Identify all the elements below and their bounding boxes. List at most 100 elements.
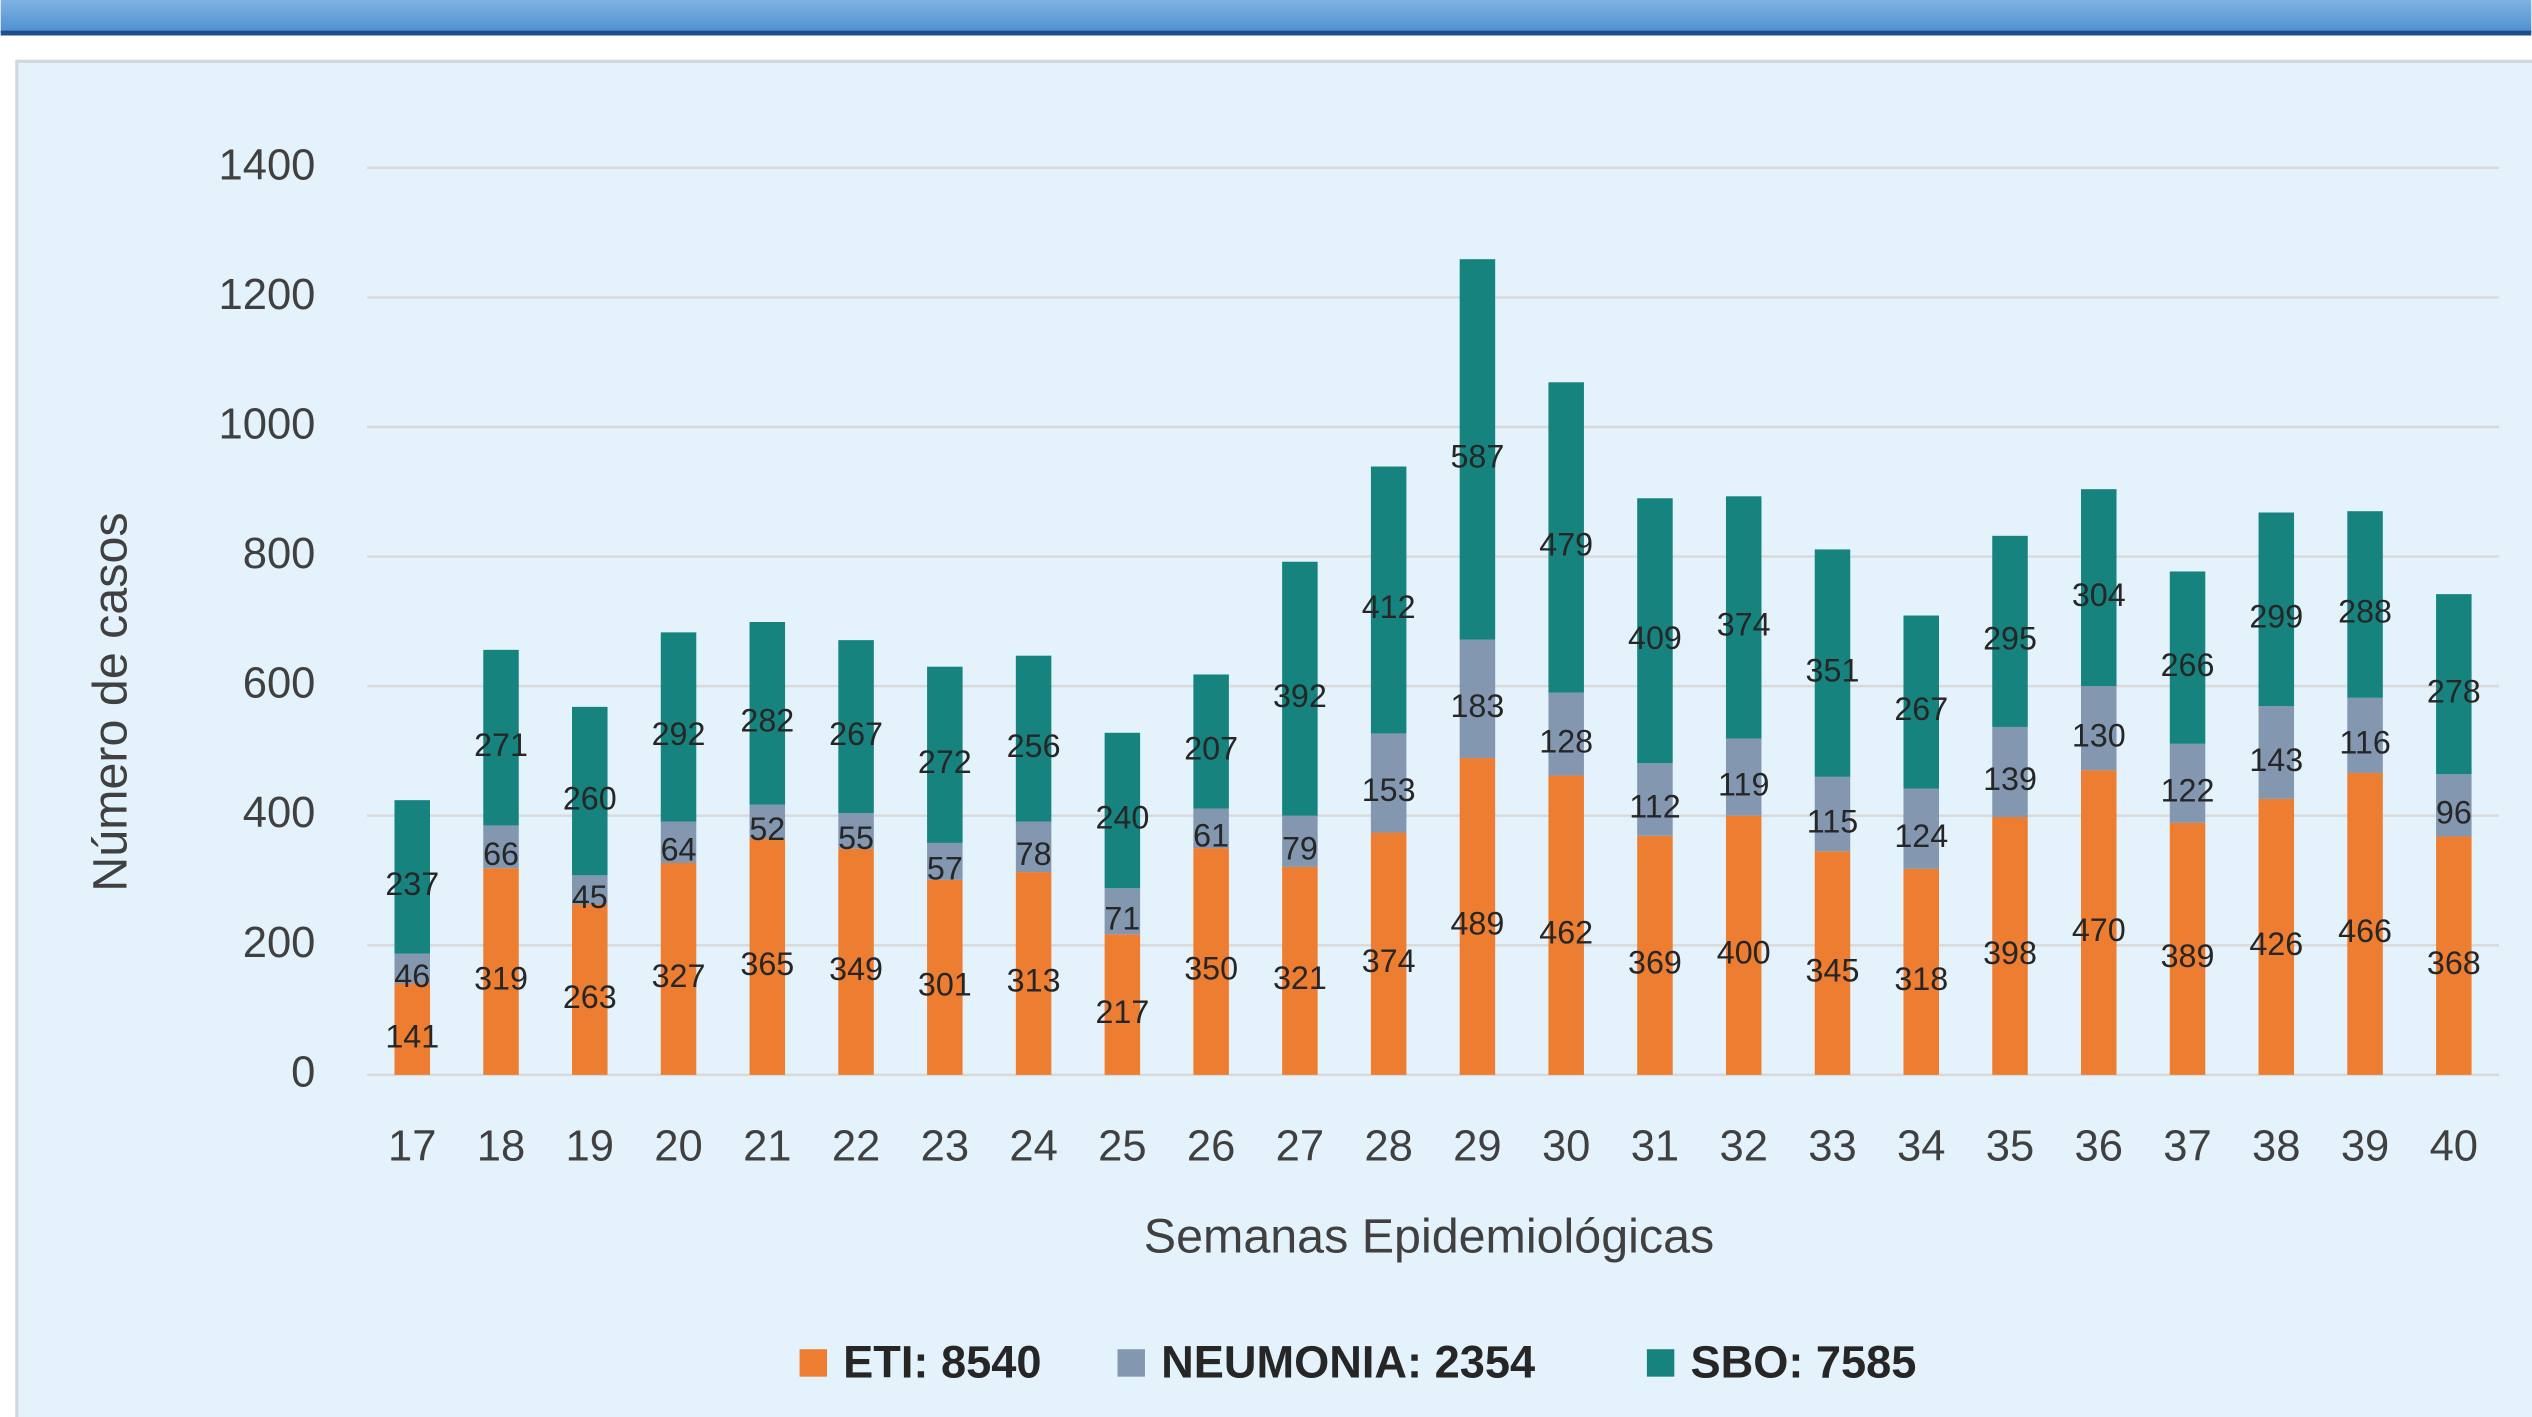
bar-segment [2436,774,2472,837]
data-label: 301 [918,967,972,1003]
data-label: 489 [1450,906,1504,942]
x-tick-label: 24 [1009,1123,1057,1171]
top-bar-border [0,30,2532,36]
bar-segment [1903,868,1939,1075]
data-label: 45 [572,879,608,915]
legend-swatch [1646,1349,1675,1377]
data-label: 426 [2249,926,2303,962]
data-label: 351 [1806,652,1860,688]
data-label: 299 [2249,599,2303,635]
bar-segment [1637,835,1673,1075]
bar-segment [2347,697,2383,773]
data-label: 278 [2427,673,2481,709]
data-label: 462 [1539,914,1593,950]
data-label: 153 [1362,772,1416,808]
bar-segment [1193,848,1229,1075]
x-tick-label: 17 [388,1123,436,1171]
data-label: 327 [652,958,706,994]
bar-segment [927,842,963,880]
bar-segment [483,649,519,826]
x-tick-label: 21 [743,1123,791,1171]
x-tick-label: 36 [2075,1123,2123,1171]
legend-label: NEUMONIA: 2354 [1161,1336,1535,1387]
bar-segment [2436,836,2472,1075]
data-label: 587 [1450,439,1504,475]
data-label: 115 [1807,803,1858,839]
bar-segment [1104,934,1141,1075]
bar-segment [2347,511,2383,698]
bar-segment [394,983,431,1075]
bar-segment [1992,817,2028,1075]
bar-segment [1015,655,1052,822]
data-label: 96 [2436,795,2472,831]
bar-segment [2081,686,2117,771]
data-label: 365 [740,946,794,982]
bar-segment [1370,733,1407,833]
x-tick-label: 35 [1986,1123,2034,1171]
bar-segment [927,879,963,1075]
data-label: 321 [1273,960,1327,996]
bar-segment [838,848,874,1075]
legend: ETI: 8540 NEUMONIA: 2354 SBO: 7585 [799,1336,1916,1387]
x-tick-label: 40 [2430,1123,2478,1171]
data-label: 271 [474,727,528,763]
x-tick-label: 22 [832,1123,880,1171]
data-label: 272 [918,744,972,780]
bar-segment [1992,726,2028,818]
data-label: 66 [483,836,519,872]
bar-segment [2347,772,2383,1075]
x-tick-label: 23 [921,1123,969,1171]
bar-segment [1548,692,1584,776]
x-tick-label: 37 [2163,1123,2211,1171]
data-label: 266 [2161,647,2215,683]
bar-segment [838,813,874,849]
data-label: 479 [1539,527,1593,563]
y-tick-label: 0 [291,1048,315,1096]
data-label: 141 [385,1018,439,1054]
data-label: 288 [2338,594,2392,630]
bar-segment [927,666,963,843]
bar-segment [2258,512,2295,707]
legend-swatch [799,1349,828,1377]
data-label: 119 [1718,766,1769,802]
y-tick-label: 400 [243,789,316,837]
bar-segment [483,825,519,869]
bar-segment [2169,822,2206,1075]
bar-segment [2258,798,2295,1075]
bar-segment [1814,549,1851,777]
legend-swatch [1117,1349,1145,1377]
x-tick-label: 31 [1631,1123,1679,1171]
data-label: 183 [1450,688,1504,724]
bar-segment [749,621,786,805]
data-label: 55 [838,820,874,856]
data-label: 256 [1007,728,1061,764]
data-label: 349 [829,951,883,987]
x-tick-label: 27 [1276,1123,1324,1171]
data-label: 124 [1894,818,1948,854]
data-label: 398 [1983,935,2037,971]
bar-segment [1814,776,1851,852]
data-label: 318 [1894,961,1948,997]
data-label: 64 [661,831,697,867]
legend-label: ETI: 8540 [843,1336,1041,1387]
bar-segment [1548,775,1584,1075]
x-tick-label: 20 [654,1123,702,1171]
data-label: 217 [1095,994,1149,1030]
data-label: 267 [1894,691,1948,727]
bar-segment [2258,706,2295,799]
data-label: 207 [1184,731,1238,767]
bar-segment [1992,535,2028,727]
bar-segment [1015,872,1052,1075]
data-label: 389 [2161,938,2215,974]
bar-segment [572,904,608,1075]
bar-segment [1370,832,1407,1075]
bar-segment [1193,808,1229,849]
x-tick-label: 28 [1364,1123,1412,1171]
y-tick-label: 600 [243,660,316,708]
data-label: 143 [2249,742,2303,778]
bar-segment [1548,382,1584,693]
bar-segment [838,640,874,814]
data-label: 319 [474,961,528,997]
bar-segment [1282,866,1318,1075]
bar-segment [2081,489,2117,687]
